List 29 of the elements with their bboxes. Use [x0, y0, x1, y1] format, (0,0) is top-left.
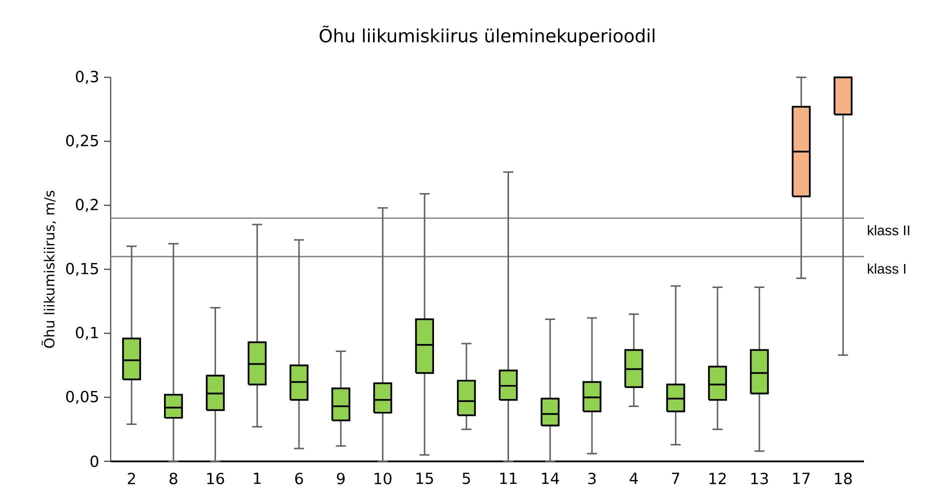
x-tick-label: 10	[374, 472, 392, 484]
y-tick-label: 0,1	[76, 326, 98, 340]
ref-line-label: klass II	[868, 225, 910, 236]
y-tick-label: 0,15	[66, 262, 98, 276]
y-tick-label: 0	[90, 456, 98, 468]
x-tick-label: 8	[170, 472, 178, 484]
x-tick-label: 16	[207, 472, 224, 484]
x-tick-label: 12	[709, 472, 726, 484]
x-tick-label: 18	[835, 472, 852, 484]
x-tick-label: 11	[500, 472, 517, 484]
x-tick-label: 7	[672, 472, 680, 484]
y-tick-label: 0,25	[66, 134, 98, 148]
chart-title: Õhu liikumiskiirus üleminekuperioodil	[320, 26, 654, 46]
x-tick-label: 14	[542, 472, 559, 484]
x-tick-label: 17	[793, 472, 810, 484]
y-tick-label: 0,3	[76, 70, 98, 84]
x-tick-label: 6	[295, 472, 303, 484]
x-tick-label: 2	[128, 472, 135, 484]
ref-line-label: klass I	[868, 263, 906, 274]
y-tick-label: 0,05	[66, 390, 98, 404]
x-tick-label: 1	[254, 472, 261, 484]
x-tick-label: 4	[630, 472, 638, 484]
x-tick-label: 3	[588, 472, 596, 484]
x-tick-label: 15	[416, 472, 433, 484]
y-axis-title: Õhu liikumiskiirus, m/s	[41, 190, 56, 348]
x-tick-label: 13	[751, 472, 768, 484]
x-tick-label: 5	[462, 472, 470, 484]
y-tick-label: 0,2	[76, 198, 98, 212]
x-tick-label: 9	[336, 472, 345, 484]
